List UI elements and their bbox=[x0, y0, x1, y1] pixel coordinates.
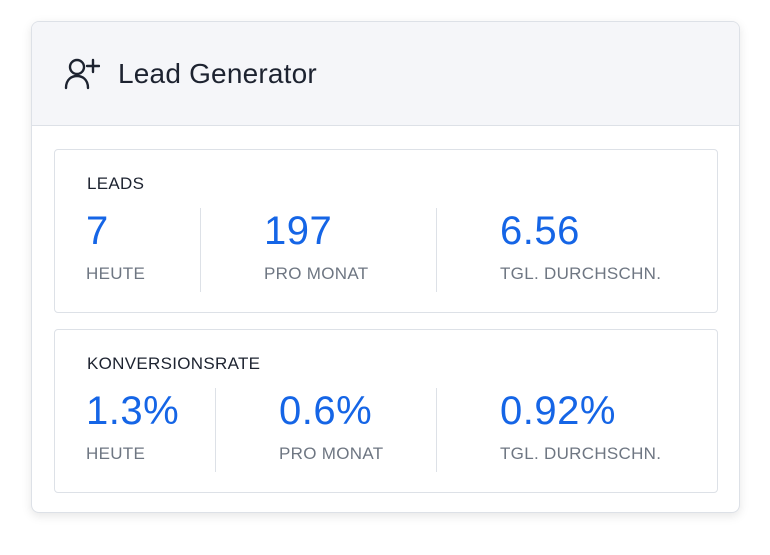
conversion-daily-avg-value: 0.92% bbox=[500, 389, 616, 433]
add-user-icon bbox=[64, 57, 100, 91]
leads-title: LEADS bbox=[87, 174, 145, 193]
leads-daily-avg-label: TGL. DURCHSCHN. bbox=[500, 264, 662, 283]
conversion-panel: KONVERSIONSRATE 1.3% HEUTE 0.6% PRO MONA… bbox=[54, 329, 718, 493]
conversion-title: KONVERSIONSRATE bbox=[87, 354, 261, 373]
card-header: Lead Generator bbox=[32, 22, 739, 126]
divider bbox=[200, 208, 201, 292]
leads-daily-avg-stat: 6.56 TGL. DURCHSCHN. bbox=[500, 206, 661, 292]
leads-today-stat: 7 HEUTE bbox=[86, 206, 145, 292]
leads-panel: LEADS 7 HEUTE 197 PRO MONAT 6.56 TGL. DU… bbox=[54, 149, 718, 313]
divider bbox=[436, 208, 437, 292]
conversion-month-stat: 0.6% PRO MONAT bbox=[279, 386, 383, 472]
leads-month-value: 197 bbox=[264, 209, 333, 253]
leads-month-label: PRO MONAT bbox=[264, 264, 369, 283]
conversion-today-stat: 1.3% HEUTE bbox=[86, 386, 179, 472]
conversion-month-value: 0.6% bbox=[279, 389, 373, 433]
leads-today-value: 7 bbox=[86, 209, 109, 253]
card-title: Lead Generator bbox=[118, 57, 317, 89]
conversion-daily-avg-stat: 0.92% TGL. DURCHSCHN. bbox=[500, 386, 661, 472]
conversion-month-label: PRO MONAT bbox=[279, 444, 384, 463]
conversion-today-value: 1.3% bbox=[86, 389, 180, 433]
leads-daily-avg-value: 6.56 bbox=[500, 209, 580, 253]
conversion-today-label: HEUTE bbox=[86, 444, 146, 463]
leads-month-stat: 197 PRO MONAT bbox=[264, 206, 368, 292]
lead-generator-card: Lead Generator LEADS 7 HEUTE 197 PRO MON… bbox=[31, 21, 740, 513]
conversion-daily-avg-label: TGL. DURCHSCHN. bbox=[500, 444, 662, 463]
leads-today-label: HEUTE bbox=[86, 264, 146, 283]
divider bbox=[215, 388, 216, 472]
divider bbox=[436, 388, 437, 472]
